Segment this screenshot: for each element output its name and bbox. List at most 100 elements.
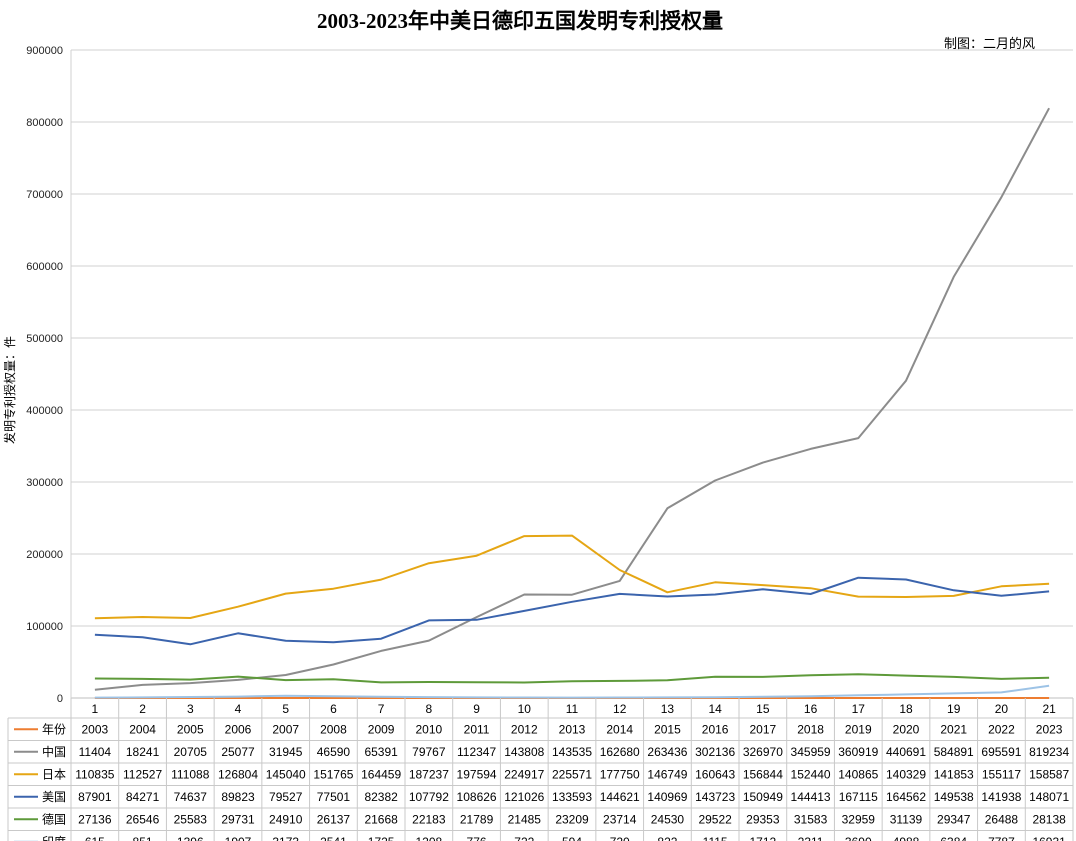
data-cell: 28138 [1032, 812, 1066, 826]
category-label: 14 [708, 702, 722, 716]
data-cell: 23209 [555, 812, 589, 826]
data-cell: 822 [657, 835, 677, 841]
data-cell: 263436 [647, 745, 687, 759]
category-label: 18 [899, 702, 913, 716]
data-cell: 2003 [82, 722, 109, 736]
data-cell: 2014 [606, 722, 633, 736]
data-cell: 23714 [603, 812, 637, 826]
y-tick-label: 800000 [26, 117, 63, 129]
category-label: 13 [661, 702, 675, 716]
data-cell: 31139 [890, 812, 923, 826]
category-label: 20 [995, 702, 1009, 716]
data-cell: 20705 [174, 745, 208, 759]
data-cell: 143723 [695, 790, 735, 804]
data-cell: 89823 [221, 790, 255, 804]
data-cell: 160643 [695, 767, 735, 781]
data-cell: 112347 [457, 745, 496, 759]
data-cell: 2013 [559, 722, 586, 736]
data-cell: 74637 [174, 790, 208, 804]
data-cell: 722 [514, 835, 534, 841]
data-cell: 140329 [886, 767, 926, 781]
legend-label: 印度 [42, 834, 66, 841]
data-cell: 108626 [457, 790, 497, 804]
category-label: 10 [518, 702, 532, 716]
data-cell: 133593 [552, 790, 592, 804]
data-cell: 21789 [460, 812, 494, 826]
data-cell: 851 [133, 835, 153, 841]
data-cell: 29731 [221, 812, 255, 826]
data-cell: 158587 [1029, 767, 1069, 781]
data-cell: 112527 [123, 767, 162, 781]
data-cell: 24910 [269, 812, 303, 826]
data-cell: 32959 [842, 812, 876, 826]
category-label: 9 [473, 702, 480, 716]
data-cell: 164562 [886, 790, 926, 804]
category-label: 15 [756, 702, 770, 716]
data-cell: 140865 [838, 767, 878, 781]
data-cell: 776 [467, 835, 487, 841]
data-cell: 144621 [600, 790, 640, 804]
category-label: 17 [852, 702, 866, 716]
data-cell: 77501 [317, 790, 351, 804]
data-cell: 126804 [218, 767, 258, 781]
data-cell: 26137 [317, 812, 351, 826]
data-cell: 144413 [791, 790, 831, 804]
y-tick-label: 300000 [26, 477, 63, 489]
y-axis-label: 发明专利授权量：件 [2, 336, 17, 444]
data-cell: 26546 [126, 812, 160, 826]
category-label: 12 [613, 702, 627, 716]
legend-label: 年份 [42, 722, 66, 736]
category-label: 8 [426, 702, 433, 716]
legend-label: 德国 [42, 811, 66, 826]
data-cell: 26488 [985, 812, 1019, 826]
data-cell: 1396 [177, 835, 204, 841]
data-cell: 187237 [409, 767, 449, 781]
data-cell: 360919 [838, 745, 878, 759]
series-lines [94, 107, 1050, 699]
data-cell: 143808 [504, 745, 544, 759]
data-cell: 2017 [750, 722, 777, 736]
data-cell: 2006 [225, 722, 252, 736]
data-cell: 4988 [893, 835, 920, 841]
data-cell: 177750 [600, 767, 640, 781]
data-cell: 594 [562, 835, 582, 841]
data-cell: 615 [85, 835, 105, 841]
data-cell: 110835 [75, 767, 114, 781]
data-cell: 302136 [695, 745, 735, 759]
data-cell: 29353 [746, 812, 780, 826]
series-line-5 [94, 684, 1050, 699]
data-cell: 21668 [364, 812, 398, 826]
data-cell: 25077 [221, 745, 255, 759]
data-cell: 6384 [940, 835, 967, 841]
chart-credit: 制图：二月的风 [944, 36, 1035, 51]
data-cell: 197594 [457, 767, 497, 781]
category-label: 11 [566, 702, 579, 716]
data-cell: 1725 [368, 835, 395, 841]
data-cell: 151765 [313, 767, 353, 781]
data-cell: 695591 [981, 745, 1021, 759]
data-cell: 29347 [937, 812, 971, 826]
y-tick-label: 700000 [26, 189, 63, 201]
data-cell: 25583 [174, 812, 208, 826]
data-cell: 1115 [703, 835, 728, 841]
data-cell: 79767 [412, 745, 446, 759]
data-cell: 2020 [893, 722, 920, 736]
data-cell: 440691 [886, 745, 926, 759]
category-label: 4 [235, 702, 242, 716]
data-cell: 167115 [839, 790, 878, 804]
y-tick-label: 100000 [26, 621, 63, 633]
data-cell: 225571 [552, 767, 592, 781]
data-cell: 326970 [743, 745, 783, 759]
data-cell: 22183 [412, 812, 446, 826]
series-line-2 [94, 534, 1050, 620]
chart-title: 2003-2023年中美日德印五国发明专利授权量 [317, 9, 723, 33]
data-cell: 21485 [508, 812, 542, 826]
data-cell: 2010 [416, 722, 443, 736]
data-cell: 31583 [794, 812, 828, 826]
data-cell: 584891 [934, 745, 974, 759]
category-label: 3 [187, 702, 194, 716]
data-cell: 2018 [797, 722, 824, 736]
gridlines [70, 49, 1073, 699]
data-cell: 141853 [934, 767, 974, 781]
